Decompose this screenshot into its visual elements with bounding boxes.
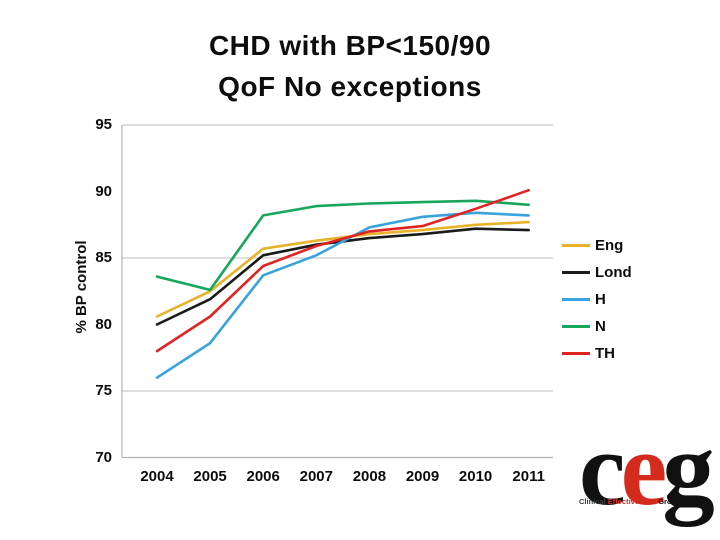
chart-title-line2: QoF No exceptions xyxy=(218,70,482,102)
legend-line-sample-th xyxy=(562,352,590,355)
legend-line-sample-h xyxy=(562,298,590,301)
legend-label-lond: Lond xyxy=(595,264,632,281)
legend-label-eng: Eng xyxy=(595,237,624,254)
x-tick-2008: 2008 xyxy=(352,468,387,485)
legend-item-lond: Lond xyxy=(562,264,632,281)
chart-legend: Eng Lond H N TH xyxy=(562,237,632,362)
y-tick-85: 85 xyxy=(95,249,112,266)
y-axis-tick-labels: 95 90 85 80 75 70 xyxy=(60,0,112,540)
series-line-h xyxy=(155,211,531,380)
ceg-logo: ceg Clinical Effectiveness Group xyxy=(575,416,715,535)
legend-item-h: H xyxy=(562,291,632,308)
legend-item-eng: Eng xyxy=(562,237,632,254)
y-tick-95: 95 xyxy=(95,116,112,133)
legend-label-h: H xyxy=(595,291,606,308)
x-tick-2007: 2007 xyxy=(299,468,333,485)
ceg-logo-subtext: Clinical Effectiveness Group xyxy=(579,497,681,506)
legend-label-n: N xyxy=(595,318,606,335)
ceg-logo-letter-g: g xyxy=(662,410,714,527)
ceg-logo-subtext-effectiveness: Effectiveness xyxy=(607,497,657,506)
y-tick-90: 90 xyxy=(95,182,112,200)
ceg-logo-letters: ceg xyxy=(579,416,715,521)
series-line-th xyxy=(155,188,531,353)
x-tick-2005: 2005 xyxy=(193,468,227,485)
chart-title: CHD with BP<150/90 QoF No exceptions xyxy=(60,26,640,107)
y-tick-75: 75 xyxy=(95,382,112,399)
legend-line-sample-n xyxy=(562,325,590,328)
legend-item-th: TH xyxy=(562,345,632,362)
x-axis-tick-labels: 2004 2005 2006 2007 2008 2009 2010 2011 xyxy=(0,468,720,488)
legend-item-n: N xyxy=(562,318,632,335)
ceg-logo-letter-c: c xyxy=(579,410,626,527)
y-tick-70: 70 xyxy=(95,448,112,466)
x-tick-2006: 2006 xyxy=(246,468,280,485)
y-tick-80: 80 xyxy=(95,315,112,333)
legend-line-sample-lond xyxy=(562,271,590,274)
x-tick-2004: 2004 xyxy=(140,468,174,485)
legend-line-sample-eng xyxy=(562,244,590,247)
ceg-logo-subtext-clinical: Clinical xyxy=(579,497,608,506)
chart-title-line1: CHD with BP<150/90 xyxy=(208,30,492,61)
ceg-logo-subtext-group: Group xyxy=(656,497,681,506)
x-tick-2011: 2011 xyxy=(512,468,545,485)
series-line-eng xyxy=(155,220,531,318)
x-tick-2010: 2010 xyxy=(458,468,493,485)
ceg-logo-letter-e: e xyxy=(620,410,668,527)
series-line-lond xyxy=(155,227,531,326)
series-line-n xyxy=(155,199,531,292)
legend-label-th: TH xyxy=(595,345,615,362)
x-tick-2009: 2009 xyxy=(405,468,440,485)
